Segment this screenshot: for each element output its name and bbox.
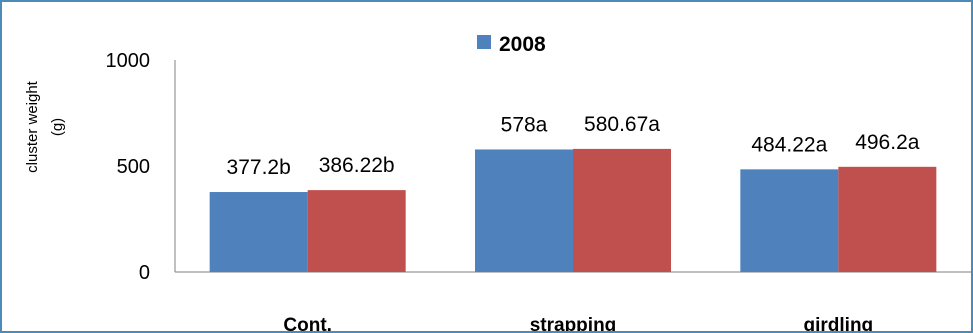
- legend-label: 2008: [499, 33, 546, 56]
- y-axis-label-line: cluster weight: [24, 80, 41, 173]
- category-label: Cont.: [283, 315, 332, 331]
- bar: [740, 169, 839, 272]
- bar: [307, 190, 406, 272]
- y-axis-label: cluster weight (g): [24, 80, 66, 173]
- category-label: girdling: [804, 315, 874, 331]
- y-tick-label: 500: [117, 156, 150, 178]
- category-label: strapping: [530, 315, 617, 331]
- data-label: 496.2a: [855, 131, 920, 154]
- legend: 2008: [477, 33, 546, 56]
- data-label: 578a: [501, 113, 548, 136]
- y-tick-labels: 0 500 1000: [106, 50, 151, 284]
- legend-swatch: [477, 35, 491, 49]
- data-label: 386.22b: [319, 154, 395, 177]
- y-axis-label-line: (g): [49, 118, 66, 136]
- bar: [838, 166, 937, 272]
- y-tick-label: 0: [139, 262, 150, 284]
- bar: [209, 192, 308, 272]
- bar: [475, 149, 573, 272]
- bar: [573, 148, 671, 272]
- data-labels: 377.2b 386.22b 578a 580.67a 484.22a 496.2a: [227, 113, 920, 179]
- data-label: 484.22a: [751, 133, 827, 156]
- category-labels: Cont. strapping girdling: [283, 315, 873, 331]
- data-label: 580.67a: [584, 113, 660, 136]
- data-label: 377.2b: [227, 156, 291, 179]
- bars: [209, 148, 937, 272]
- y-tick-label: 1000: [106, 50, 151, 72]
